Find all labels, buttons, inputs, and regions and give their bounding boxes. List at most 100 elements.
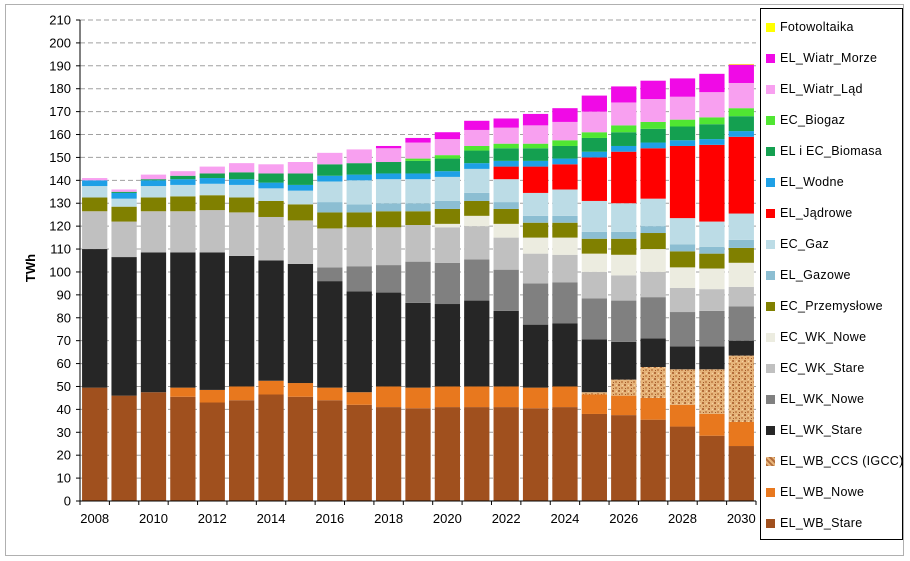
bar-segment [375,265,402,293]
y-tick-label: 50 [57,379,71,394]
x-tick-label: 2028 [668,511,697,526]
bar-segment [464,129,490,146]
chart-legend: Fotowoltaika EL_Wiatr_Morze EL_Wiatr_Ląd EC… [760,8,903,540]
legend-item: EC_Biogaz [761,111,903,129]
legend-swatch [766,456,775,466]
y-axis-label: TWh [23,254,38,282]
legend-label: EL i EC_Biomasa [780,144,882,158]
bar-segment [434,227,461,263]
bar-segment [552,386,578,408]
bar-segment [111,257,137,396]
x-tick-label: 2024 [550,511,579,526]
bar-segment [581,132,607,138]
bar-segment [82,180,108,187]
bars [82,63,754,501]
bar-segment [317,267,343,282]
bar-segment [317,202,343,213]
bar-segment [640,226,666,234]
bar-segment [375,386,402,408]
bar-segment [581,339,607,393]
bar-segment [287,396,314,501]
bar-segment [199,402,225,501]
bar-segment [346,291,372,393]
bar-segment [140,179,167,181]
bar-segment [199,166,225,174]
bar-segment [375,162,402,174]
bar-segment [581,157,607,201]
bar-segment [405,179,431,204]
bar-segment [346,227,372,267]
bar-segment [669,96,696,120]
bar-segment [640,233,666,250]
bar-segment [434,223,461,228]
bar-segment [611,132,637,146]
bar-segment [170,252,196,388]
bar-segment [522,160,549,167]
bar-segment [140,180,167,187]
bar-segment [464,386,490,408]
bar-segment [434,139,461,156]
bar-segment [699,253,725,269]
bar-segment [229,212,255,256]
bar-segment [405,142,431,159]
bar-segment [229,163,255,173]
bar-segment [728,64,754,83]
bar-segment [287,173,314,185]
legend-swatch [766,394,775,404]
bar-segment [522,192,549,216]
bar-segment [111,189,137,192]
legend-item: EL_Jądrowe [761,204,903,222]
bar-segment [405,160,431,174]
bar-segment [669,119,696,127]
legend-swatch [766,425,775,435]
bar-segment [493,237,519,270]
bar-segment [611,151,637,204]
bar-segment [82,387,108,501]
bar-segment [111,206,137,222]
bar-segment [464,192,490,201]
bar-segment [317,400,343,501]
bar-segment [317,212,343,229]
bar-segment [728,306,754,341]
bar-segment [434,158,461,172]
bar-segment [258,394,284,501]
bar-segment [522,408,549,501]
bar-segment [611,275,637,301]
bar-segment [611,231,637,239]
legend-label: EC_WK_Stare [780,361,865,375]
bar-segment [258,260,284,381]
bar-segment [552,189,578,216]
bar-segment [699,139,725,145]
bar-segment [522,387,549,409]
legend-swatch [766,301,775,311]
legend-item: EL_WK_Nowe [761,390,903,408]
bar-segment [552,140,578,146]
bar-segment [111,192,137,199]
y-tick-label: 40 [57,402,71,417]
bar-segment [522,125,549,144]
bar-segment [464,407,490,501]
bar-segment [728,82,754,109]
bar-segment [170,184,196,197]
bar-segment [229,400,255,501]
x-tick-label: 2016 [315,511,344,526]
x-tick-label: 2014 [257,511,286,526]
bar-segment [405,158,431,161]
bar-segment [640,128,666,143]
bar-segment [346,266,372,292]
bar-segment [111,191,137,193]
bar-segment [258,182,284,189]
bar-segment [581,253,607,272]
bar-segment [728,355,754,422]
bar-segment [258,216,284,261]
x-tick-label: 2030 [727,511,756,526]
bar-segment [287,383,314,397]
legend-item: EC_Przemysłowe [761,297,903,315]
bar-segment [669,312,696,347]
bar-segment [640,297,666,339]
bar-segment [699,310,725,347]
bar-segment [728,340,754,356]
bar-segment [199,195,225,211]
bar-segment [611,125,637,133]
